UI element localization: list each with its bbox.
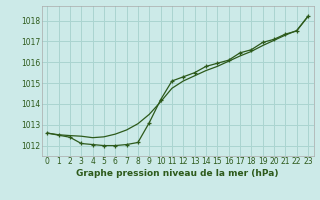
X-axis label: Graphe pression niveau de la mer (hPa): Graphe pression niveau de la mer (hPa)	[76, 169, 279, 178]
